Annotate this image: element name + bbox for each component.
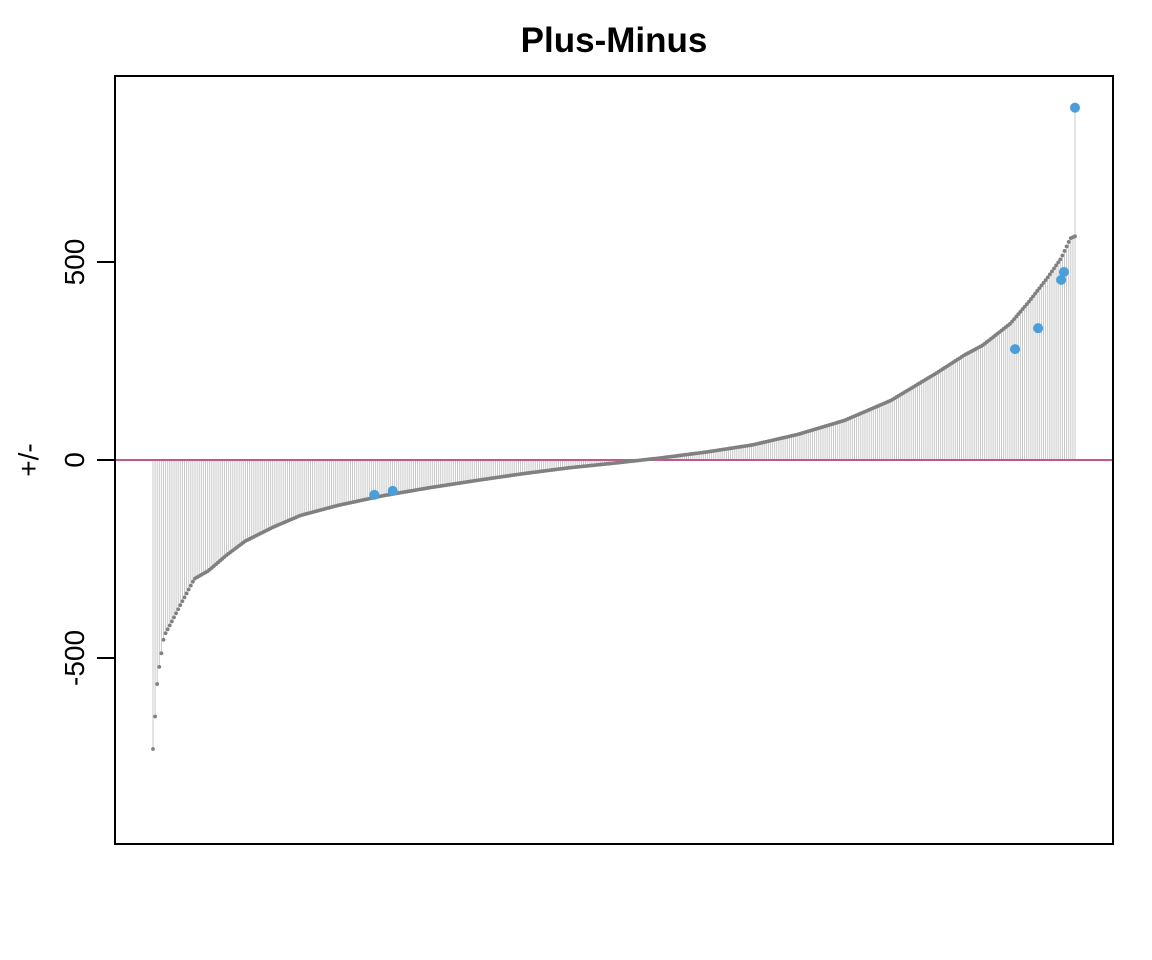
highlighted-point	[1056, 274, 1067, 285]
data-point	[159, 651, 164, 656]
data-point	[1035, 289, 1040, 293]
data-point	[1060, 253, 1065, 258]
stems-group	[152, 107, 1076, 749]
data-point	[153, 714, 158, 719]
data-point	[1018, 309, 1023, 314]
data-point	[1020, 307, 1025, 312]
data-point	[1041, 280, 1046, 285]
y-tick-label: 0	[59, 452, 90, 468]
data-point	[1047, 272, 1052, 277]
highlighted-point	[1058, 266, 1069, 277]
data-point	[165, 627, 170, 632]
highlighted-point	[1010, 344, 1021, 355]
data-point	[180, 599, 185, 604]
data-point	[1033, 291, 1037, 296]
data-point	[174, 611, 179, 616]
data-point	[1016, 312, 1021, 317]
highlight-points-group	[369, 102, 1080, 500]
data-point	[176, 607, 181, 612]
data-point	[155, 682, 160, 686]
y-axis: -500 0 500	[59, 239, 116, 686]
data-point	[1043, 278, 1048, 283]
data-point	[167, 623, 172, 628]
y-axis-label: +/-	[13, 443, 44, 476]
data-point	[1073, 234, 1077, 239]
data-point	[1022, 304, 1027, 309]
data-point	[151, 747, 155, 751]
data-point	[1054, 263, 1058, 268]
y-tick-label: -500	[59, 630, 90, 686]
data-point	[191, 579, 195, 584]
data-point	[1037, 286, 1042, 291]
highlighted-point	[1033, 323, 1044, 334]
data-point	[1064, 244, 1069, 249]
data-point	[188, 583, 193, 588]
highlighted-point	[1070, 102, 1080, 113]
data-point	[161, 637, 166, 642]
data-point	[1039, 283, 1044, 288]
data-point	[178, 603, 183, 608]
data-point	[1050, 269, 1054, 274]
data-point	[1014, 314, 1019, 319]
data-point	[1052, 266, 1056, 271]
data-point	[1029, 297, 1033, 301]
chart-title: Plus-Minus	[521, 21, 708, 60]
data-point	[1012, 317, 1016, 322]
data-point	[1058, 257, 1063, 262]
data-point	[184, 591, 189, 596]
data-point	[1010, 319, 1014, 324]
data-point	[186, 587, 191, 592]
data-point	[182, 595, 187, 600]
data-point	[1066, 240, 1071, 244]
y-tick-label: 500	[59, 239, 90, 286]
highlighted-point	[369, 489, 380, 500]
data-point	[1062, 249, 1067, 253]
data-point	[1024, 302, 1029, 307]
data-point	[1031, 294, 1035, 299]
data-point	[172, 615, 176, 620]
data-point	[1056, 260, 1061, 265]
data-point	[170, 619, 174, 624]
highlighted-point	[387, 485, 398, 496]
data-point	[157, 664, 162, 669]
data-point	[1045, 275, 1050, 280]
data-point	[1026, 299, 1031, 304]
data-point	[163, 631, 168, 636]
